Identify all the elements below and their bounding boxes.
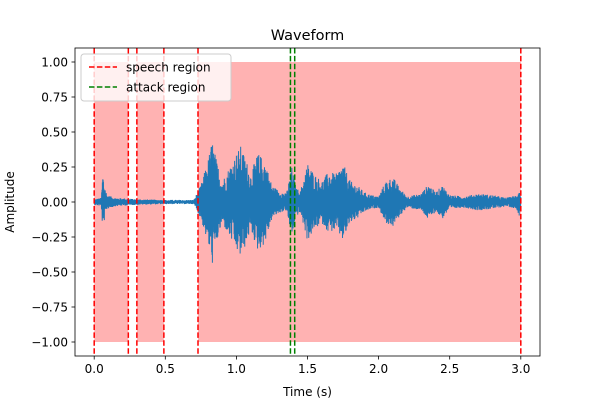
x-axis-ticks: 0.0 0.5 1.0 1.5 2.0 2.5 3.0 [85,356,530,376]
y-tick-label: 0.75 [41,90,68,104]
y-axis-ticks: −1.00 −0.75 −0.50 −0.25 0.00 0.25 0.50 0.75 1.00 [31,55,75,349]
x-tick-label: 3.0 [511,362,530,376]
legend-attack-region-label: attack region [126,81,205,95]
y-tick-label: −1.00 [31,335,68,349]
x-tick-label: 0.0 [85,362,104,376]
legend: speech region attack region [80,53,232,102]
x-axis-label: Time (s) [282,385,332,399]
y-tick-label: −0.25 [31,230,68,244]
x-tick-label: 2.5 [440,362,459,376]
y-tick-label: −0.50 [31,265,68,279]
y-axis-label: Amplitude [3,171,17,233]
y-tick-label: 0.25 [41,160,68,174]
chart-title: Waveform [271,28,345,44]
y-tick-label: 0.50 [41,125,68,139]
x-tick-label: 2.0 [369,362,388,376]
waveform-layer [93,145,522,263]
x-tick-label: 0.5 [156,362,175,376]
x-tick-label: 1.5 [298,362,317,376]
y-tick-label: 0.00 [41,195,68,209]
waveform-line [93,145,522,263]
x-tick-label: 1.0 [227,362,246,376]
y-tick-label: −0.75 [31,300,68,314]
legend-speech-region-label: speech region [126,61,211,75]
y-tick-label: 1.00 [41,55,68,69]
legend-box [80,53,232,102]
